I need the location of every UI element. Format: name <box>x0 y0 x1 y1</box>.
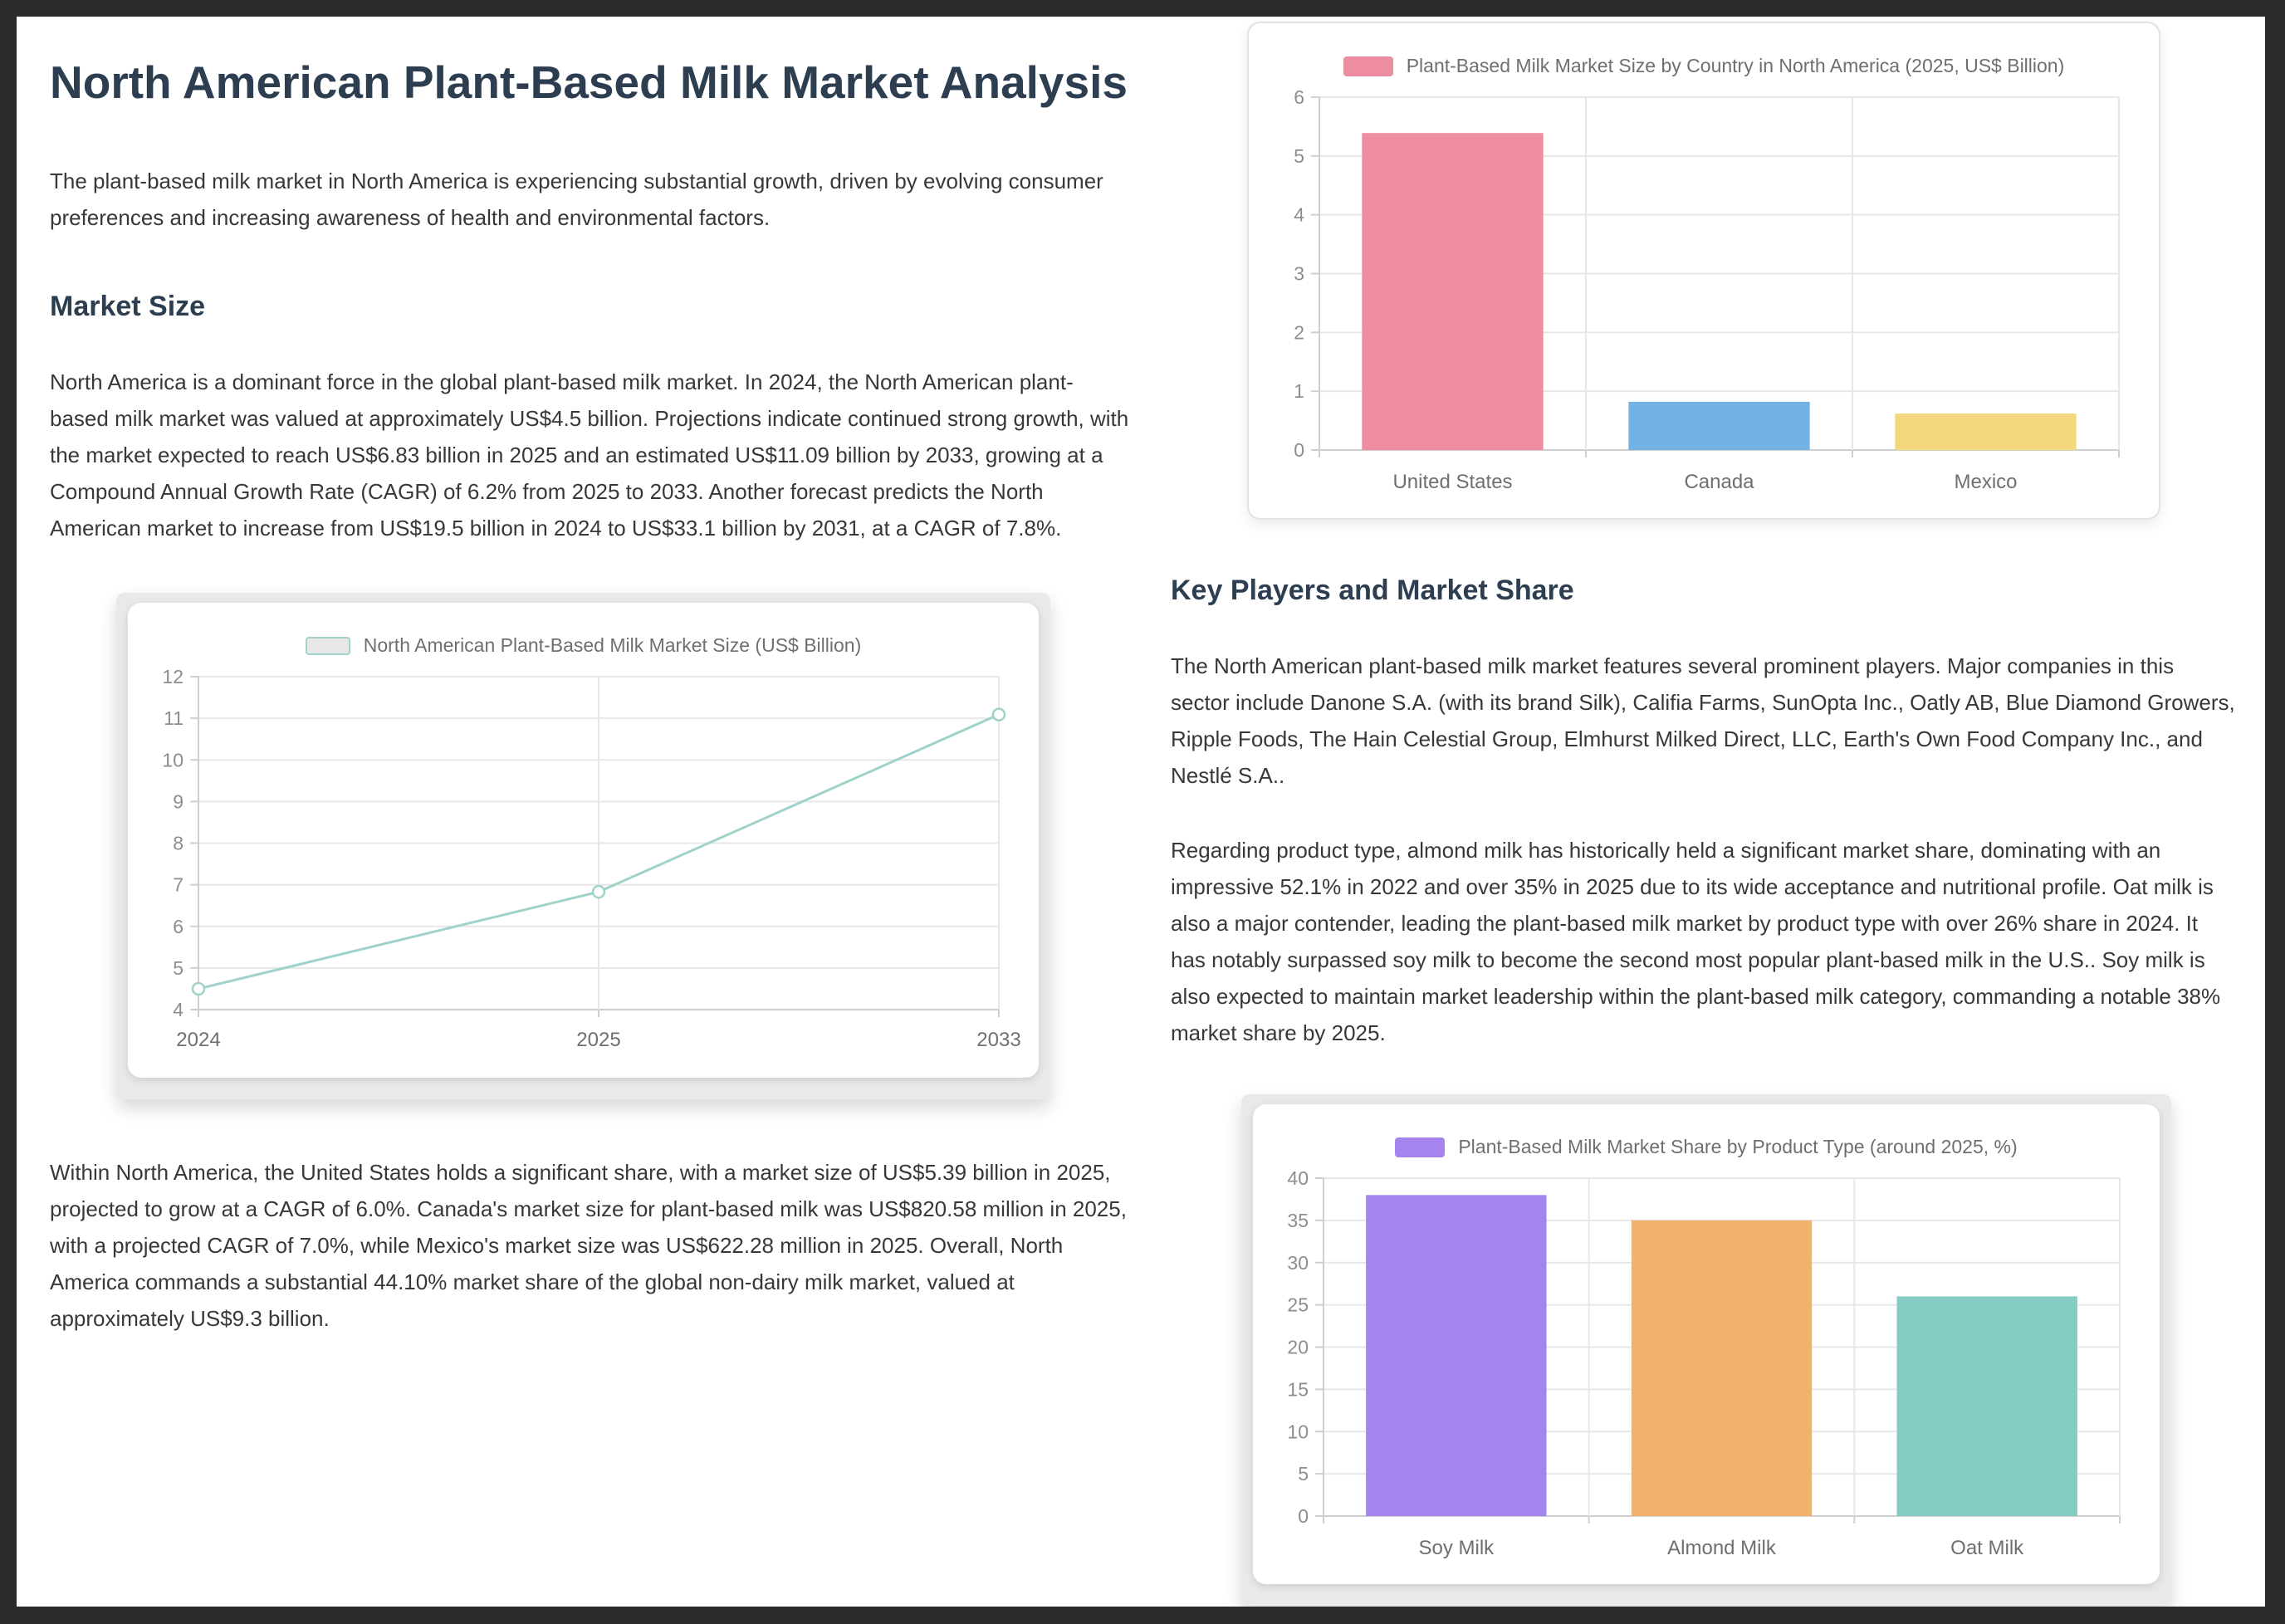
legend-label: Plant-Based Milk Market Size by Country … <box>1406 55 2065 76</box>
y-axis-tick-label: 30 <box>1287 1252 1309 1274</box>
bar-united-states <box>1362 133 1544 450</box>
bar-canada <box>1628 401 1810 450</box>
country-bar-chart-card: Plant-Based Milk Market Size by Country … <box>1247 22 2160 520</box>
report-page: North American Plant-Based Milk Market A… <box>17 17 2265 1607</box>
section-heading-key-players: Key Players and Market Share <box>1171 575 1574 606</box>
market-size-paragraph-1: North America is a dominant force in the… <box>50 369 1129 541</box>
legend-swatch-icon <box>305 636 350 655</box>
legend-swatch-icon <box>1395 1137 1446 1157</box>
y-axis-tick-label: 2 <box>1294 321 1304 343</box>
country-market-size-legend[interactable]: Plant-Based Milk Market Size by Country … <box>1249 55 2159 77</box>
market-size-paragraph-2: Within North America, the United States … <box>50 1160 1127 1331</box>
page-title: North American Plant-Based Milk Market A… <box>50 56 1128 108</box>
y-axis-tick-label: 20 <box>1287 1337 1309 1358</box>
bar-mexico <box>1895 413 2077 450</box>
y-axis-tick-label: 6 <box>1294 86 1304 108</box>
y-axis-tick-label: 5 <box>173 957 183 979</box>
legend-swatch-icon <box>1343 56 1393 76</box>
bar-oat-milk <box>1896 1296 2077 1516</box>
x-axis-tick-label: Soy Milk <box>1418 1537 1495 1559</box>
y-axis-tick-label: 3 <box>1294 263 1304 285</box>
y-axis-tick-label: 25 <box>1287 1294 1309 1316</box>
y-axis-tick-label: 35 <box>1287 1210 1309 1231</box>
y-axis-tick-label: 5 <box>1294 145 1304 167</box>
x-axis-tick-label: United States <box>1392 471 1512 493</box>
y-axis-tick-label: 12 <box>162 666 183 687</box>
product-type-share-legend[interactable]: Plant-Based Milk Market Share by Product… <box>1253 1136 2160 1158</box>
x-axis-tick-label: Mexico <box>1954 471 2017 493</box>
y-axis-tick-label: 5 <box>1298 1463 1309 1485</box>
intro-paragraph: The plant-based milk market in North Ame… <box>50 169 1103 230</box>
x-axis-tick-label: Oat Milk <box>1950 1537 2024 1559</box>
left-column: North American Plant-Based Milk Market A… <box>50 17 1129 1607</box>
product-share-chart-panel: Plant-Based Milk Market Share by Product… <box>1253 1104 2160 1584</box>
product-type-share-plot[interactable]: 0 5 10 15 20 25 30 35 40 Soy Milk Almond Milk Oat M… <box>1253 1158 2160 1584</box>
bar-almond-milk <box>1631 1220 1813 1516</box>
legend-label: Plant-Based Milk Market Share by Product… <box>1458 1136 2018 1157</box>
x-axis-tick-label: 2025 <box>576 1029 620 1051</box>
bar-soy-milk <box>1366 1195 1547 1516</box>
y-axis-tick-label: 40 <box>1287 1167 1309 1189</box>
y-axis-tick-label: 9 <box>173 790 183 812</box>
key-players-paragraph-1: The North American plant-based milk mark… <box>1171 653 2235 788</box>
market-size-line-chart-mat: North American Plant-Based Milk Market S… <box>116 593 1050 1099</box>
product-share-bar-chart[interactable]: Plant-Based Milk Market Share by Product… <box>1253 1104 2160 1584</box>
y-axis-tick-label: 10 <box>1287 1421 1309 1442</box>
y-axis-tick-label: 4 <box>173 999 183 1020</box>
data-point-2025 <box>591 884 606 899</box>
market-size-line-chart[interactable]: North American Plant-Based Milk Market S… <box>128 603 1039 1078</box>
x-axis-tick-label: Canada <box>1684 471 1754 493</box>
product-share-chart-mat: Plant-Based Milk Market Share by Product… <box>1241 1094 2171 1606</box>
y-axis-tick-label: 1 <box>1294 380 1304 402</box>
key-players-paragraph-2: Regarding product type, almond milk has … <box>1171 838 2221 1045</box>
y-axis-tick-label: 8 <box>173 833 183 854</box>
data-point-2033 <box>991 707 1006 722</box>
right-column: Plant-Based Milk Market Size by Country … <box>1171 17 2238 1607</box>
country-market-size-plot[interactable]: 0 1 2 3 4 5 6 United States Canada Mexico <box>1249 77 2159 518</box>
y-axis-tick-label: 11 <box>164 707 183 729</box>
country-bar-chart[interactable]: Plant-Based Milk Market Size by Country … <box>1249 23 2159 518</box>
data-point-2024 <box>191 981 206 996</box>
market-size-line-plot[interactable]: 4 5 6 7 8 9 10 11 12 2024 2025 2033 <box>128 657 1039 1078</box>
y-axis-tick-label: 7 <box>173 874 183 896</box>
y-axis-tick-label: 0 <box>1298 1505 1309 1527</box>
y-axis-tick-label: 15 <box>1287 1378 1309 1400</box>
y-axis-tick-label: 0 <box>1294 439 1304 461</box>
market-size-line-chart-panel: North American Plant-Based Milk Market S… <box>128 603 1039 1078</box>
x-axis-tick-label: Almond Milk <box>1667 1537 1777 1559</box>
x-axis-tick-label: 2024 <box>176 1029 220 1051</box>
x-axis-tick-label: 2033 <box>976 1029 1020 1051</box>
legend-label: North American Plant-Based Milk Market S… <box>363 634 862 656</box>
market-size-line-legend[interactable]: North American Plant-Based Milk Market S… <box>128 634 1039 657</box>
y-axis-tick-label: 6 <box>173 916 183 937</box>
section-heading-market-size: Market Size <box>50 291 206 322</box>
y-axis-tick-label: 4 <box>1294 204 1304 226</box>
y-axis-tick-label: 10 <box>162 749 183 770</box>
